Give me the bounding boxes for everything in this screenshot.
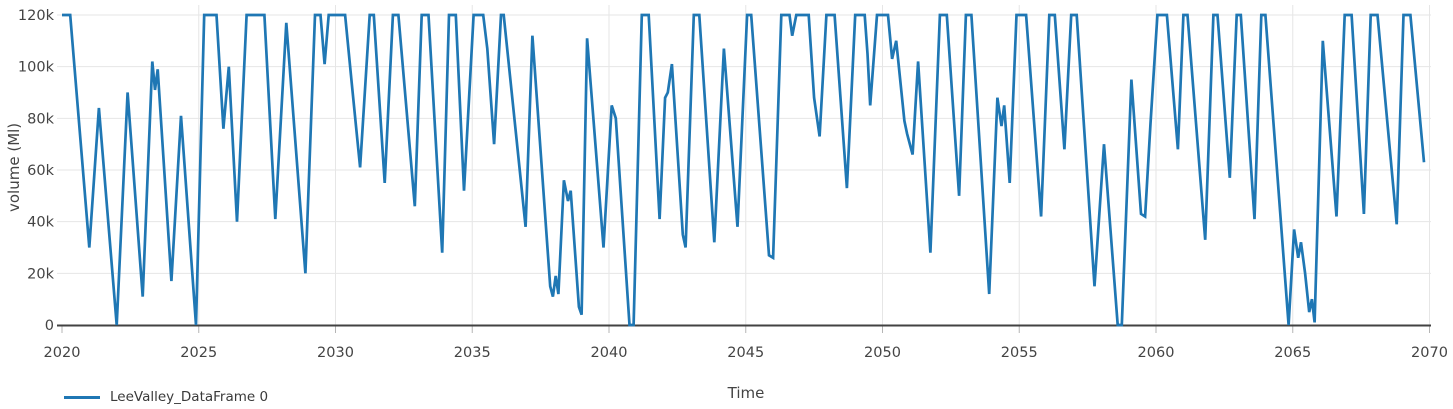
y-tick-label: 100k xyxy=(18,60,55,76)
y-axis-title: volume (Ml) xyxy=(5,122,23,213)
x-tick-label: 2040 xyxy=(591,345,628,361)
legend: LeeValley_DataFrame 0 xyxy=(64,389,268,405)
legend-series-label: LeeValley_DataFrame 0 xyxy=(110,389,269,405)
y-tick-label: 0 xyxy=(45,318,54,334)
x-tick-label: 2030 xyxy=(317,345,354,361)
y-tick-label: 20k xyxy=(27,266,54,282)
x-tick-label: 2035 xyxy=(454,345,491,361)
x-tick-label: 2020 xyxy=(44,345,81,361)
y-tick-label: 60k xyxy=(27,163,54,179)
x-tick-label: 2045 xyxy=(727,345,764,361)
y-tick-label: 40k xyxy=(27,215,54,231)
y-tick-label: 120k xyxy=(18,8,55,24)
y-tick-label: 80k xyxy=(27,111,54,127)
x-tick-label: 2025 xyxy=(180,345,217,361)
legend-line-swatch xyxy=(64,395,100,399)
x-axis-title: Time xyxy=(727,384,765,402)
x-tick-label: 2065 xyxy=(1274,345,1311,361)
x-tick-label: 2055 xyxy=(1001,345,1038,361)
x-tick-label: 2050 xyxy=(864,345,901,361)
series-line xyxy=(62,13,1426,327)
x-tick-label: 2060 xyxy=(1138,345,1175,361)
x-tick-label: 2070 xyxy=(1411,345,1448,361)
